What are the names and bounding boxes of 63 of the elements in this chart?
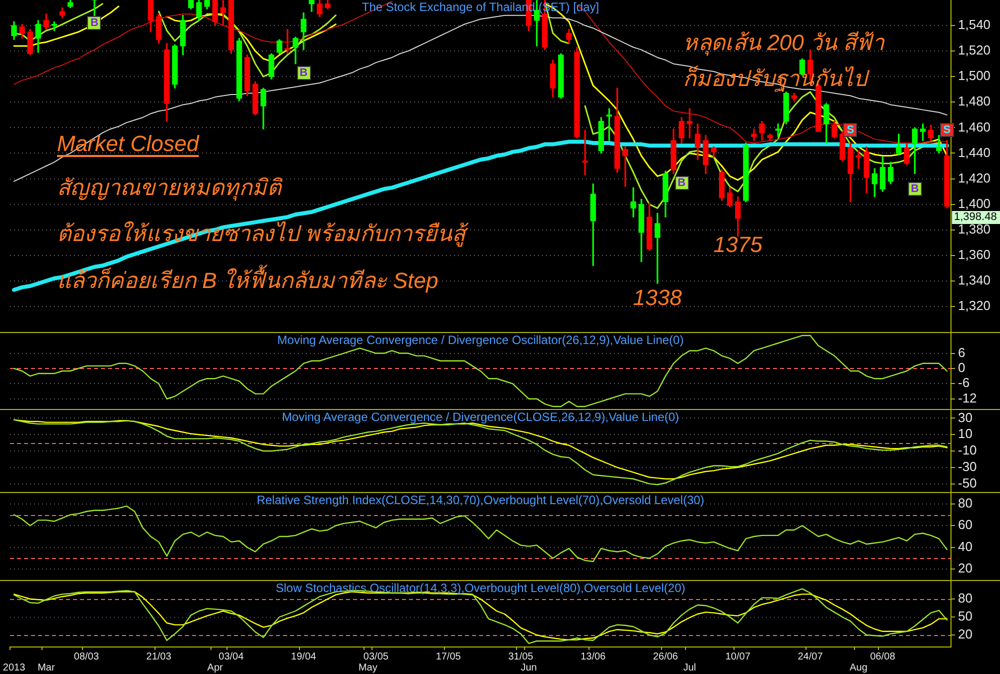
annotation: S <box>843 123 858 138</box>
annotation: B <box>908 182 922 196</box>
x-tick-label: 2013 <box>2 662 26 674</box>
chart-title: Relative Strength Index(CLOSE,14,30,70),Overbought Level(70),Oversold Level(30) <box>256 493 704 507</box>
x-tick-label: 03/04 <box>218 651 244 662</box>
annotation: S <box>940 123 954 138</box>
y-tick-label: -12 <box>958 390 977 406</box>
x-tick-label: 19/04 <box>291 651 317 662</box>
annotation: B <box>674 176 689 190</box>
y-tick-label: 10 <box>958 426 972 442</box>
y-tick-label: -30 <box>958 458 977 474</box>
text: 1,398.48 <box>952 210 1000 224</box>
x-tick-label: 13/06 <box>580 651 606 662</box>
y-tick-label: -10 <box>958 442 977 458</box>
annotation: สัญญาณขายหมดทุกมิติ <box>57 175 281 200</box>
y-tick-label: 50 <box>958 608 972 624</box>
y-tick-label: 1,540 <box>958 17 991 32</box>
annotation: 1375 <box>713 232 762 258</box>
x-tick-label: 17/05 <box>436 651 462 662</box>
x-tick-label: Aug <box>850 662 868 674</box>
x-tick-label: Jul <box>683 662 696 674</box>
x-tick-label: 06/08 <box>870 651 896 662</box>
y-tick-label: 1,320 <box>958 298 991 314</box>
y-tick-label: 1,500 <box>958 68 991 84</box>
x-tick-label: Apr <box>207 662 224 674</box>
y-tick-label: 6 <box>958 344 966 360</box>
annotation: หลุดเส้น 200 วัน สีฟ้า <box>683 30 884 55</box>
x-tick-label: 03/05 <box>363 651 389 662</box>
chart-title: Moving Average Convergence / Divergence(CLOSE,26,12,9),Value Line(0) <box>282 410 680 424</box>
x-tick-label: 26/06 <box>652 651 678 662</box>
y-tick-label: -50 <box>958 475 977 490</box>
x-tick-label: 21/03 <box>146 651 172 662</box>
y-tick-label: 1,360 <box>958 246 991 262</box>
x-tick-label: 24/07 <box>798 651 824 662</box>
y-tick-label: 1,480 <box>958 94 991 109</box>
y-tick-label: 1,460 <box>958 119 991 134</box>
annotation: B <box>87 16 102 30</box>
y-tick-label: 0 <box>958 360 966 376</box>
chart-title: Slow Stochastics Oscillator(14,3,3),Overbought Level(80),Oversold Level(20) <box>276 581 686 595</box>
y-tick-label: 20 <box>958 626 972 642</box>
y-tick-label: -6 <box>958 375 970 390</box>
x-tick-label: 08/03 <box>74 651 100 662</box>
chart-title: Moving Average Convergence / Divergence Oscillator(26,12,9),Value Line(0) <box>277 333 684 347</box>
y-tick-label: 60 <box>958 517 972 532</box>
y-tick-label: 1,400 <box>958 196 991 211</box>
y-tick-label: 1,520 <box>958 42 991 58</box>
y-tick-label: 30 <box>958 410 972 425</box>
y-tick-label: 1,340 <box>958 272 991 288</box>
annotation: B <box>296 66 311 80</box>
y-tick-label: 40 <box>958 538 972 554</box>
y-tick-label: 1,420 <box>958 170 991 186</box>
y-tick-label: 80 <box>958 590 972 606</box>
candlestick <box>92 0 98 18</box>
x-tick-label: Mar <box>38 662 56 674</box>
y-tick-label: 20 <box>958 560 972 576</box>
y-tick-label: 80 <box>958 495 972 510</box>
x-tick-label: 31/05 <box>508 651 534 662</box>
y-tick-label: 1,440 <box>958 144 991 160</box>
x-tick-label: Jun <box>520 662 537 674</box>
x-tick-label: May <box>358 662 378 674</box>
x-tick-label: 10/07 <box>725 651 751 662</box>
annotation: 1338 <box>632 285 682 310</box>
y-tick-label: 1,380 <box>958 221 991 236</box>
